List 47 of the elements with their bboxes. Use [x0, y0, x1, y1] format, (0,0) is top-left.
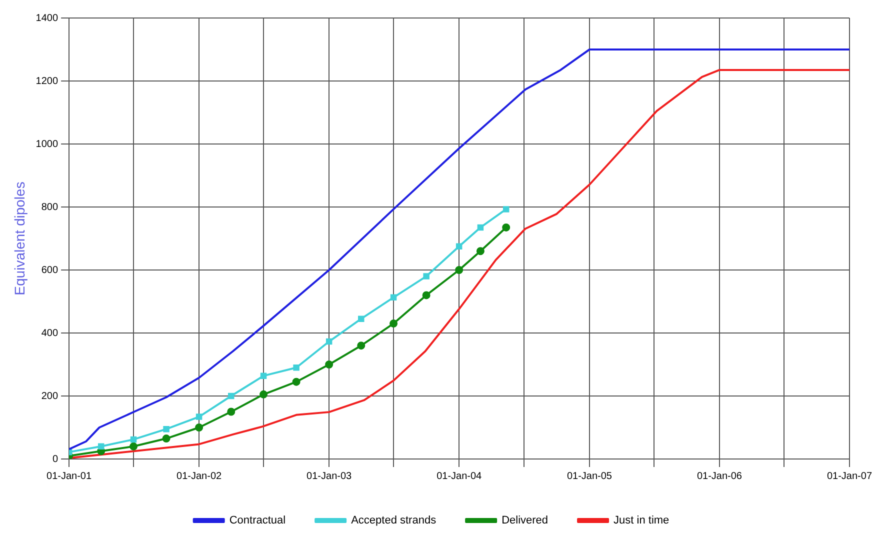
- point: [228, 392, 234, 400]
- point: [422, 291, 430, 300]
- point: [130, 442, 138, 450]
- x-tick-label: 01-Jan-03: [306, 470, 352, 482]
- point: [195, 424, 204, 432]
- point: [357, 342, 366, 350]
- legend-label: Contractual: [229, 514, 286, 527]
- point: [423, 273, 430, 280]
- legend-label: Accepted strands: [351, 514, 437, 527]
- x-tick-label: 01-Jan-04: [436, 470, 482, 482]
- point: [502, 206, 510, 212]
- point: [293, 364, 300, 371]
- point: [260, 390, 268, 398]
- y-tick-label: 400: [41, 328, 58, 339]
- point: [227, 408, 236, 416]
- point: [162, 434, 170, 443]
- point: [390, 320, 398, 328]
- point: [477, 224, 484, 231]
- point: [455, 266, 464, 274]
- y-tick-label: 1400: [36, 12, 58, 24]
- point: [196, 414, 202, 420]
- y-axis-title: Equivalent dipoles: [11, 182, 28, 296]
- point: [390, 294, 397, 301]
- point: [163, 426, 170, 432]
- x-tick-label: 01-Jan-07: [826, 470, 872, 482]
- x-tick-label: 01-Jan-01: [46, 470, 92, 482]
- y-tick-label: 200: [41, 390, 58, 402]
- y-tick-label: 600: [41, 264, 58, 276]
- y-tick-label: 800: [41, 202, 58, 213]
- point: [502, 223, 510, 232]
- y-tick-label: 0: [52, 454, 58, 465]
- point: [130, 436, 137, 443]
- y-tick-label: 1200: [36, 76, 58, 87]
- x-tick-label: 01-Jan-05: [566, 470, 612, 482]
- point: [325, 360, 334, 368]
- x-tick-label: 01-Jan-06: [696, 470, 742, 482]
- y-tick-label: 1000: [36, 138, 58, 150]
- point: [260, 372, 267, 379]
- point: [98, 443, 104, 450]
- point: [358, 316, 364, 322]
- x-tick-label: 01-Jan-02: [176, 470, 222, 482]
- legend-label: Just in time: [614, 514, 670, 527]
- point: [326, 338, 332, 345]
- point: [292, 378, 300, 386]
- legend-label: Delivered: [502, 514, 548, 527]
- point: [456, 243, 462, 250]
- point: [476, 247, 484, 256]
